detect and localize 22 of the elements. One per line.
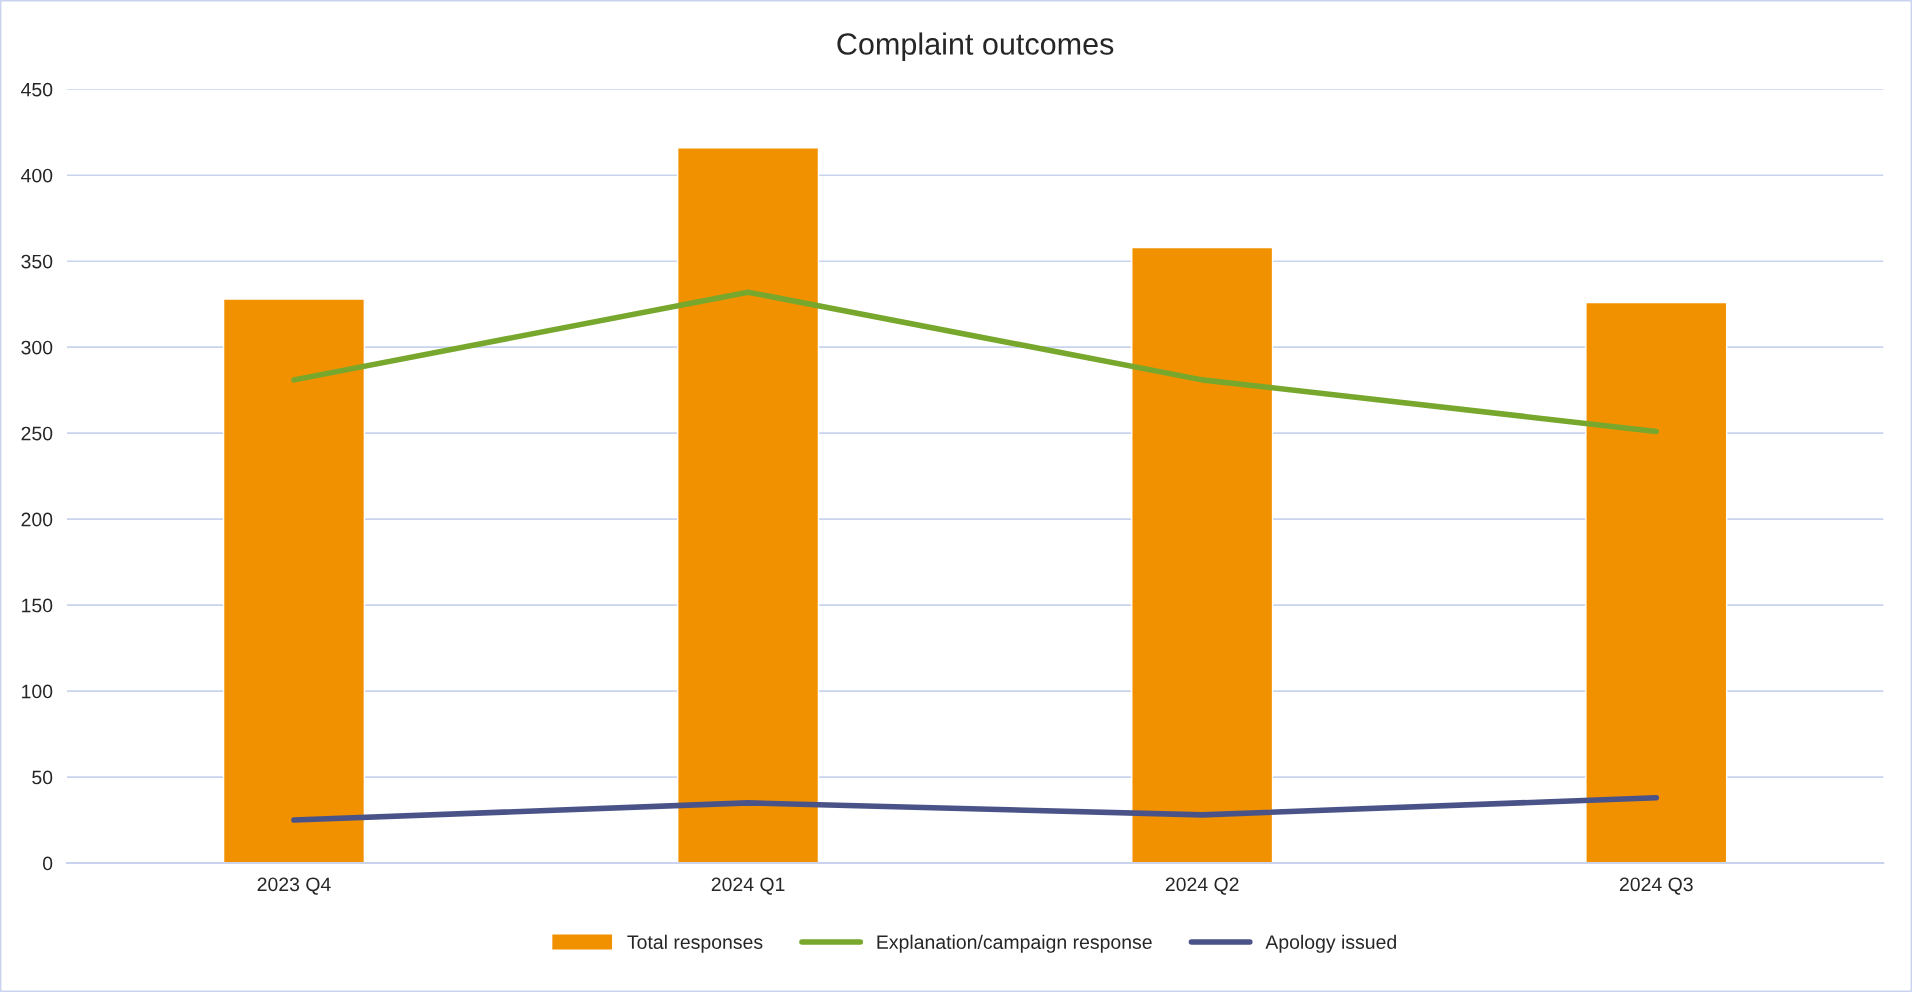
- y-tick-label: 350: [21, 254, 53, 269]
- y-tick-label: 300: [21, 340, 53, 355]
- y-tick-label: 400: [21, 168, 53, 183]
- y-tick-label: 50: [32, 770, 53, 785]
- y-tick-label: 150: [22, 598, 53, 613]
- legend-label: Explanation/campaign response: [877, 934, 1152, 953]
- legend-label: Total responses: [627, 934, 763, 953]
- chart-title: Complaint outcomes: [837, 32, 1114, 61]
- y-tick-label: 250: [21, 426, 53, 441]
- bar: [1585, 301, 1728, 864]
- x-tick-label: 2023 Q4: [257, 877, 331, 895]
- bar: [1131, 246, 1274, 864]
- y-tick-label: 100: [22, 684, 53, 699]
- legend-label: Apology issued: [1265, 934, 1396, 953]
- bar: [222, 298, 366, 864]
- y-tick-label: 0: [42, 856, 53, 871]
- y-tick-label: 200: [21, 512, 53, 527]
- x-tick-label: 2024 Q2: [1165, 877, 1239, 895]
- y-tick-label: 450: [21, 82, 53, 97]
- x-tick-label: 2024 Q1: [711, 877, 785, 895]
- bar: [676, 147, 820, 864]
- x-tick-label: 2024 Q3: [1619, 877, 1693, 895]
